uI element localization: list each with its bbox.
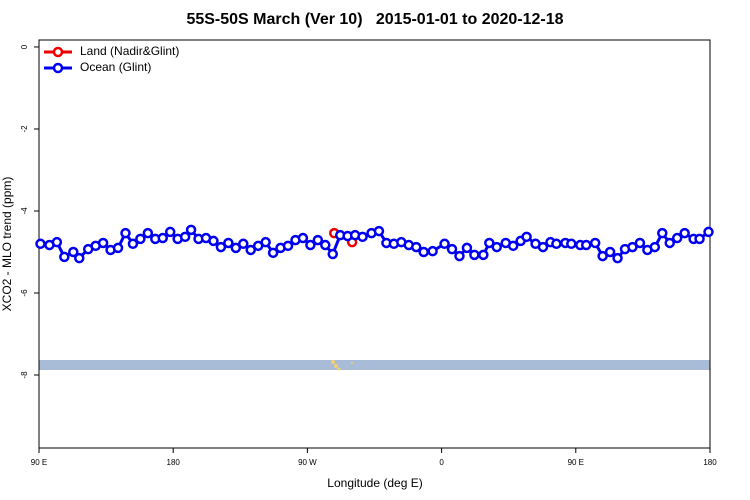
data-point	[267, 247, 279, 259]
data-point	[427, 245, 438, 257]
y-tick-label: -6	[20, 289, 29, 297]
data-point	[59, 251, 70, 263]
surface-band	[39, 360, 710, 370]
legend-label: Land (Nadir&Glint)	[80, 44, 179, 58]
data-point	[612, 252, 623, 264]
x-tick-label: 90 W	[298, 458, 317, 467]
y-tick-label: 0	[20, 44, 29, 49]
data-point	[282, 240, 294, 252]
data-point	[51, 236, 63, 248]
mask-dot	[351, 362, 353, 364]
data-point	[657, 227, 668, 239]
data-point	[120, 227, 131, 239]
data-point	[484, 237, 495, 249]
data-point	[238, 238, 249, 250]
x-tick-label: 180	[703, 458, 717, 467]
legend-marker	[52, 46, 64, 58]
data-point	[135, 233, 146, 245]
data-point	[127, 238, 139, 250]
data-point	[357, 231, 368, 243]
data-point	[469, 249, 480, 261]
land-mask-dots	[331, 360, 353, 371]
data-point	[589, 237, 601, 249]
data-point	[297, 232, 309, 244]
y-axis-label: XCO2 - MLO trend (ppm)	[0, 177, 14, 312]
data-point	[185, 224, 197, 236]
y-tick-label: -4	[20, 207, 29, 215]
x-tick-label: 0	[439, 458, 444, 467]
data-point	[664, 237, 675, 249]
data-point	[507, 240, 519, 252]
data-point	[208, 235, 219, 247]
data-point	[179, 231, 191, 243]
data-point	[74, 252, 85, 264]
x-tick-label: 90 E	[31, 458, 47, 467]
data-point	[68, 246, 79, 258]
data-point	[478, 249, 489, 261]
data-point	[35, 238, 46, 250]
data-point	[320, 239, 331, 251]
legend-marker	[52, 62, 64, 74]
data-point	[157, 232, 169, 244]
data-point	[649, 241, 661, 253]
chart-title: 55S-50S March (Ver 10) 2015-01-01 to 202…	[186, 11, 563, 28]
data-point	[142, 227, 154, 239]
data-point	[446, 243, 458, 255]
legend-label: Ocean (Glint)	[80, 60, 151, 74]
data-point	[245, 244, 256, 256]
data-point	[411, 241, 422, 253]
x-tick-label: 180	[167, 458, 181, 467]
data-point	[604, 246, 616, 258]
y-tick-label: -2	[20, 125, 29, 133]
mask-dot	[337, 367, 341, 371]
data-point	[97, 237, 109, 249]
data-point	[260, 236, 271, 248]
mask-dot	[334, 364, 338, 368]
data-point	[327, 248, 338, 260]
data-point	[164, 226, 176, 238]
data-point	[223, 237, 234, 249]
data-point	[373, 225, 385, 237]
data-point	[439, 238, 450, 250]
data-point	[537, 241, 549, 253]
y-tick-label: -8	[20, 371, 29, 379]
data-point	[679, 227, 690, 239]
data-point	[305, 239, 316, 251]
data-point	[491, 241, 503, 253]
data-point	[112, 242, 124, 254]
data-point	[551, 238, 562, 250]
data-point	[627, 241, 638, 253]
data-point	[521, 231, 532, 243]
data-point	[230, 242, 242, 254]
mask-dot	[331, 360, 335, 364]
data-point	[694, 233, 705, 245]
data-point	[215, 241, 227, 253]
data-point	[566, 238, 577, 250]
data-point	[580, 239, 592, 251]
data-point	[597, 250, 608, 262]
data-point	[634, 237, 646, 249]
x-tick-label: 90 E	[568, 458, 584, 467]
data-point	[418, 246, 429, 258]
data-point	[461, 242, 473, 254]
x-axis-label: Longitude (deg E)	[327, 476, 422, 490]
data-point	[703, 226, 714, 238]
data-point	[671, 232, 683, 244]
data-point	[312, 234, 324, 246]
data-point	[454, 250, 465, 262]
